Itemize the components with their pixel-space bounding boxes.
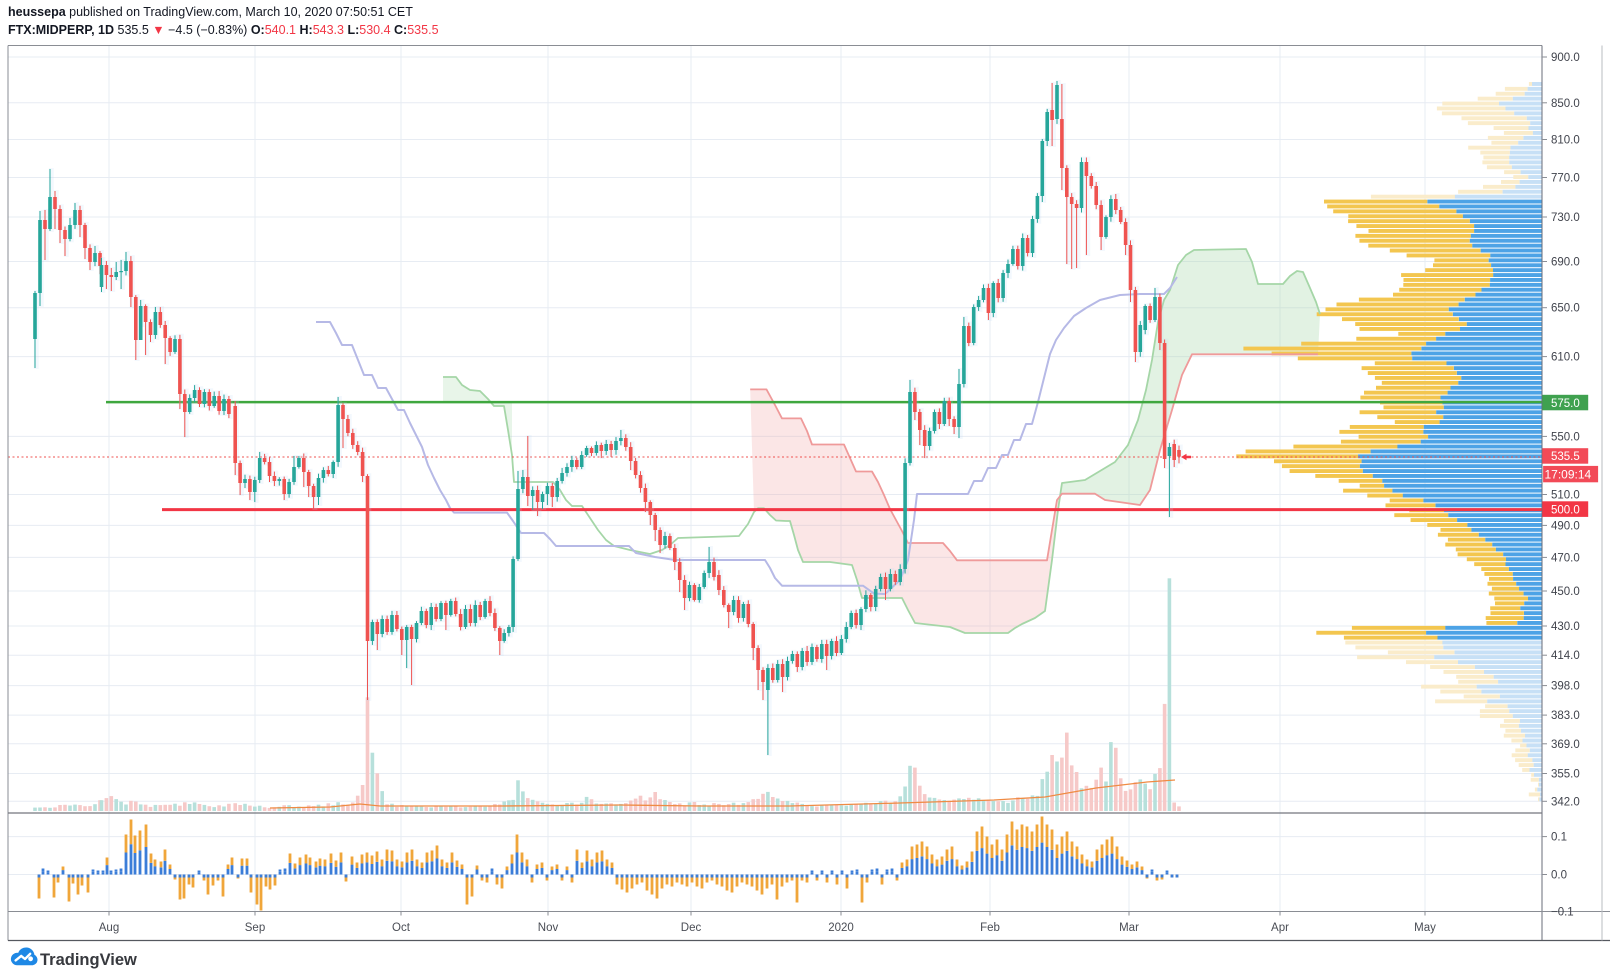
svg-text:770.0: 770.0 [1551, 173, 1580, 185]
svg-text:369.0: 369.0 [1551, 739, 1580, 751]
svg-text:FTX:MIDPERP, 1D 535.5 ▼ −4.5: FTX:MIDPERP, 1D 535.5 ▼ −4.5 (−0.83%) O:… [8, 23, 439, 37]
svg-text:355.0: 355.0 [1551, 769, 1580, 781]
svg-text:900.0: 900.0 [1551, 52, 1580, 64]
svg-text:342.0: 342.0 [1551, 796, 1580, 808]
svg-text:550.0: 550.0 [1551, 431, 1580, 443]
svg-text:TradingView: TradingView [40, 951, 137, 969]
svg-text:0.0: 0.0 [1551, 870, 1567, 882]
svg-text:510.0: 510.0 [1551, 490, 1580, 502]
svg-text:Nov: Nov [538, 922, 559, 934]
svg-text:610.0: 610.0 [1551, 352, 1580, 364]
svg-text:0.1: 0.1 [1551, 832, 1567, 844]
svg-text:650.0: 650.0 [1551, 303, 1580, 315]
svg-text:450.0: 450.0 [1551, 586, 1580, 598]
svg-text:May: May [1414, 922, 1436, 934]
svg-text:Apr: Apr [1271, 922, 1289, 934]
svg-text:17:09:14: 17:09:14 [1545, 468, 1592, 482]
svg-text:Dec: Dec [681, 922, 702, 934]
svg-text:535.5: 535.5 [1551, 451, 1580, 463]
svg-text:730.0: 730.0 [1551, 212, 1580, 224]
svg-text:398.0: 398.0 [1551, 681, 1580, 693]
svg-text:470.0: 470.0 [1551, 552, 1580, 564]
svg-text:heussepa published on TradingV: heussepa published on TradingView.com, M… [8, 5, 413, 19]
svg-text:Mar: Mar [1119, 922, 1139, 934]
svg-text:−0.1: −0.1 [1551, 907, 1574, 919]
svg-text:810.0: 810.0 [1551, 135, 1580, 147]
svg-text:575.0: 575.0 [1551, 398, 1580, 410]
svg-text:690.0: 690.0 [1551, 257, 1580, 269]
svg-text:Aug: Aug [99, 922, 119, 934]
svg-text:383.0: 383.0 [1551, 710, 1580, 722]
svg-text:430.0: 430.0 [1551, 621, 1580, 633]
svg-text:Oct: Oct [392, 922, 411, 934]
svg-text:Feb: Feb [980, 922, 1000, 934]
svg-text:414.0: 414.0 [1551, 650, 1580, 662]
svg-text:2020: 2020 [828, 922, 854, 934]
svg-text:Sep: Sep [245, 922, 265, 934]
svg-text:500.0: 500.0 [1551, 504, 1580, 516]
svg-text:850.0: 850.0 [1551, 98, 1580, 110]
svg-text:490.0: 490.0 [1551, 520, 1580, 532]
